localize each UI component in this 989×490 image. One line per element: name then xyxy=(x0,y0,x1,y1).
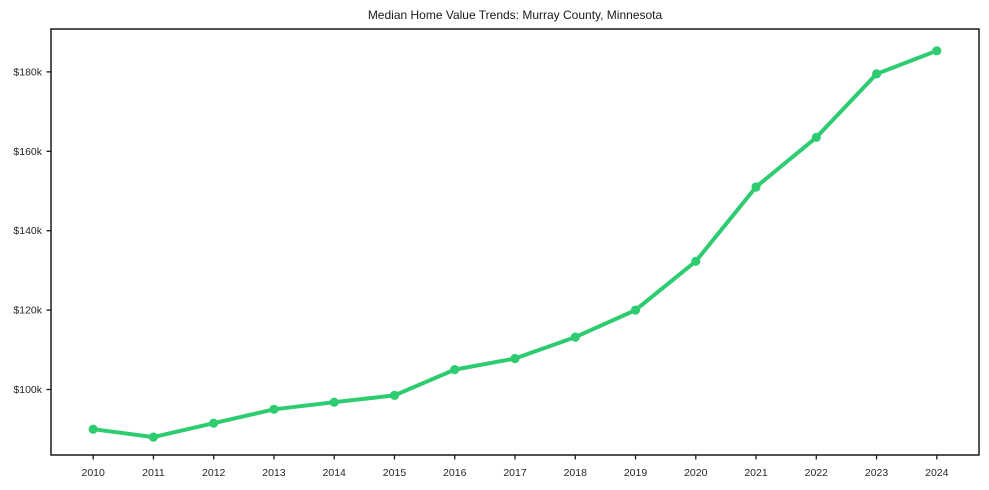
data-point-2017 xyxy=(510,353,520,364)
x-tick-label: 2013 xyxy=(262,467,286,479)
x-tick-label: 2018 xyxy=(564,467,588,479)
data-point-2018 xyxy=(570,332,580,342)
y-tick-label: $180k xyxy=(13,66,42,78)
x-tick-label: 2022 xyxy=(805,467,829,479)
data-point-2016 xyxy=(450,365,460,375)
x-tick-label: 2024 xyxy=(925,467,949,479)
y-tick-label: $100k xyxy=(13,384,42,396)
data-point-2013 xyxy=(269,404,279,414)
data-point-2010 xyxy=(88,424,98,434)
x-tick-label: 2012 xyxy=(202,467,226,479)
chart-title: Median Home Value Trends: Murray County,… xyxy=(367,8,663,22)
x-tick-label: 2010 xyxy=(82,467,106,479)
data-point-2011 xyxy=(148,432,158,442)
y-tick-label: $140k xyxy=(13,225,42,237)
x-tick-label: 2014 xyxy=(323,467,347,479)
data-point-2020 xyxy=(691,256,701,266)
x-tick-label: 2017 xyxy=(503,467,527,479)
data-point-2019 xyxy=(630,305,641,315)
data-point-2024 xyxy=(932,46,942,56)
data-point-2012 xyxy=(209,418,219,428)
data-point-2021 xyxy=(751,182,761,192)
y-tick-label: $120k xyxy=(13,305,42,317)
x-tick-label: 2011 xyxy=(142,467,165,479)
x-tick-label: 2015 xyxy=(383,467,407,479)
data-point-2015 xyxy=(389,390,400,400)
data-point-2023 xyxy=(872,69,882,79)
x-tick-label: 2020 xyxy=(684,467,708,479)
data-point-2022 xyxy=(811,132,821,142)
x-tick-label: 2019 xyxy=(624,467,648,479)
trend-line xyxy=(91,48,939,440)
x-tick-label: 2023 xyxy=(865,467,889,479)
x-tick-label: 2021 xyxy=(744,467,768,479)
x-tick-label: 2016 xyxy=(443,467,467,479)
y-tick-label: $160k xyxy=(13,146,42,158)
data-point-2014 xyxy=(329,397,339,407)
plot-border xyxy=(50,28,980,456)
